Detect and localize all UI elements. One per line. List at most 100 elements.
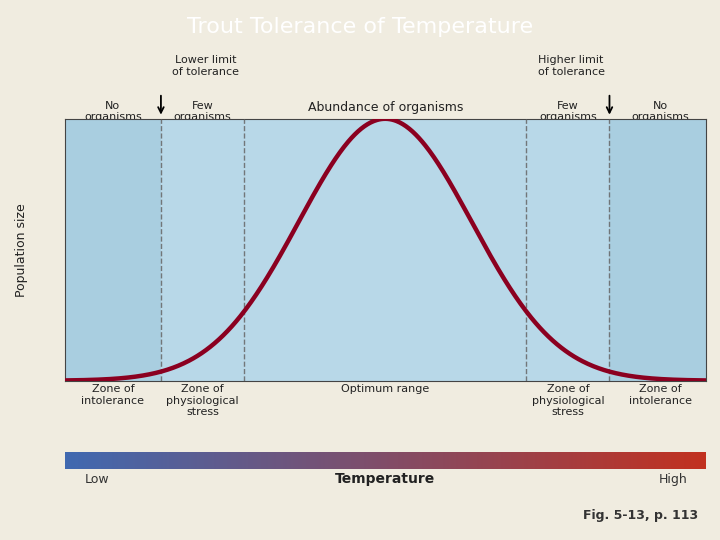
- Bar: [507, 452, 509, 469]
- Bar: [155, 452, 157, 469]
- Text: Temperature: Temperature: [335, 472, 436, 486]
- Bar: [646, 452, 648, 469]
- Bar: [535, 452, 537, 469]
- Bar: [193, 452, 195, 469]
- Bar: [103, 452, 105, 469]
- Bar: [99, 452, 101, 469]
- Bar: [695, 452, 697, 469]
- Bar: [317, 452, 319, 469]
- Bar: [650, 452, 652, 469]
- Bar: [233, 452, 235, 469]
- Bar: [411, 452, 413, 469]
- Bar: [148, 452, 150, 469]
- Bar: [330, 452, 332, 469]
- Bar: [680, 452, 682, 469]
- Bar: [186, 452, 189, 469]
- Bar: [575, 452, 577, 469]
- Text: Lower limit
of tolerance: Lower limit of tolerance: [172, 55, 239, 77]
- Bar: [297, 452, 300, 469]
- Bar: [122, 452, 125, 469]
- Bar: [304, 452, 306, 469]
- Bar: [567, 452, 569, 469]
- Bar: [513, 452, 516, 469]
- Bar: [349, 452, 351, 469]
- Bar: [276, 452, 279, 469]
- Bar: [524, 452, 526, 469]
- Bar: [315, 452, 317, 469]
- Bar: [189, 452, 191, 469]
- Bar: [503, 452, 505, 469]
- Bar: [693, 452, 695, 469]
- Bar: [163, 452, 165, 469]
- Bar: [169, 452, 171, 469]
- Bar: [467, 452, 469, 469]
- Bar: [609, 119, 706, 381]
- Bar: [377, 452, 379, 469]
- Bar: [637, 452, 639, 469]
- Bar: [325, 452, 328, 469]
- Bar: [312, 452, 315, 469]
- Bar: [588, 452, 590, 469]
- Bar: [107, 452, 109, 469]
- Bar: [447, 452, 449, 469]
- Bar: [415, 452, 418, 469]
- Bar: [65, 452, 67, 469]
- Text: Zone of
intolerance: Zone of intolerance: [629, 384, 692, 406]
- Bar: [494, 452, 496, 469]
- Bar: [556, 452, 558, 469]
- Bar: [259, 452, 261, 469]
- Bar: [270, 452, 272, 469]
- Bar: [697, 452, 699, 469]
- Text: Low: Low: [84, 473, 109, 486]
- Bar: [438, 452, 441, 469]
- Bar: [291, 452, 293, 469]
- Bar: [354, 452, 355, 469]
- Bar: [670, 452, 672, 469]
- Bar: [217, 452, 219, 469]
- Bar: [558, 452, 560, 469]
- Bar: [368, 452, 370, 469]
- Bar: [89, 452, 91, 469]
- Bar: [334, 452, 336, 469]
- Bar: [603, 452, 606, 469]
- Bar: [140, 452, 142, 469]
- Bar: [426, 452, 428, 469]
- Bar: [338, 452, 341, 469]
- Bar: [580, 452, 582, 469]
- Text: Fig. 5-13, p. 113: Fig. 5-13, p. 113: [583, 509, 698, 522]
- Bar: [219, 452, 221, 469]
- Bar: [546, 452, 547, 469]
- Bar: [321, 452, 323, 469]
- Bar: [73, 452, 76, 469]
- Bar: [266, 452, 268, 469]
- Bar: [483, 452, 485, 469]
- Bar: [608, 452, 609, 469]
- Bar: [191, 452, 193, 469]
- Bar: [443, 452, 445, 469]
- Bar: [398, 452, 400, 469]
- Bar: [432, 452, 434, 469]
- Bar: [505, 452, 507, 469]
- Bar: [475, 452, 477, 469]
- Bar: [370, 452, 372, 469]
- Bar: [95, 452, 96, 469]
- Bar: [533, 452, 535, 469]
- Bar: [665, 452, 667, 469]
- Bar: [144, 452, 146, 469]
- Bar: [285, 452, 287, 469]
- Bar: [261, 452, 264, 469]
- Bar: [663, 452, 665, 469]
- Bar: [78, 452, 80, 469]
- Bar: [597, 452, 599, 469]
- Bar: [364, 452, 366, 469]
- Bar: [686, 452, 688, 469]
- Bar: [135, 452, 138, 469]
- Bar: [487, 452, 490, 469]
- Bar: [165, 452, 167, 469]
- Bar: [599, 452, 601, 469]
- Bar: [264, 452, 266, 469]
- Bar: [109, 452, 112, 469]
- Bar: [586, 452, 588, 469]
- Bar: [86, 452, 89, 469]
- Bar: [180, 452, 182, 469]
